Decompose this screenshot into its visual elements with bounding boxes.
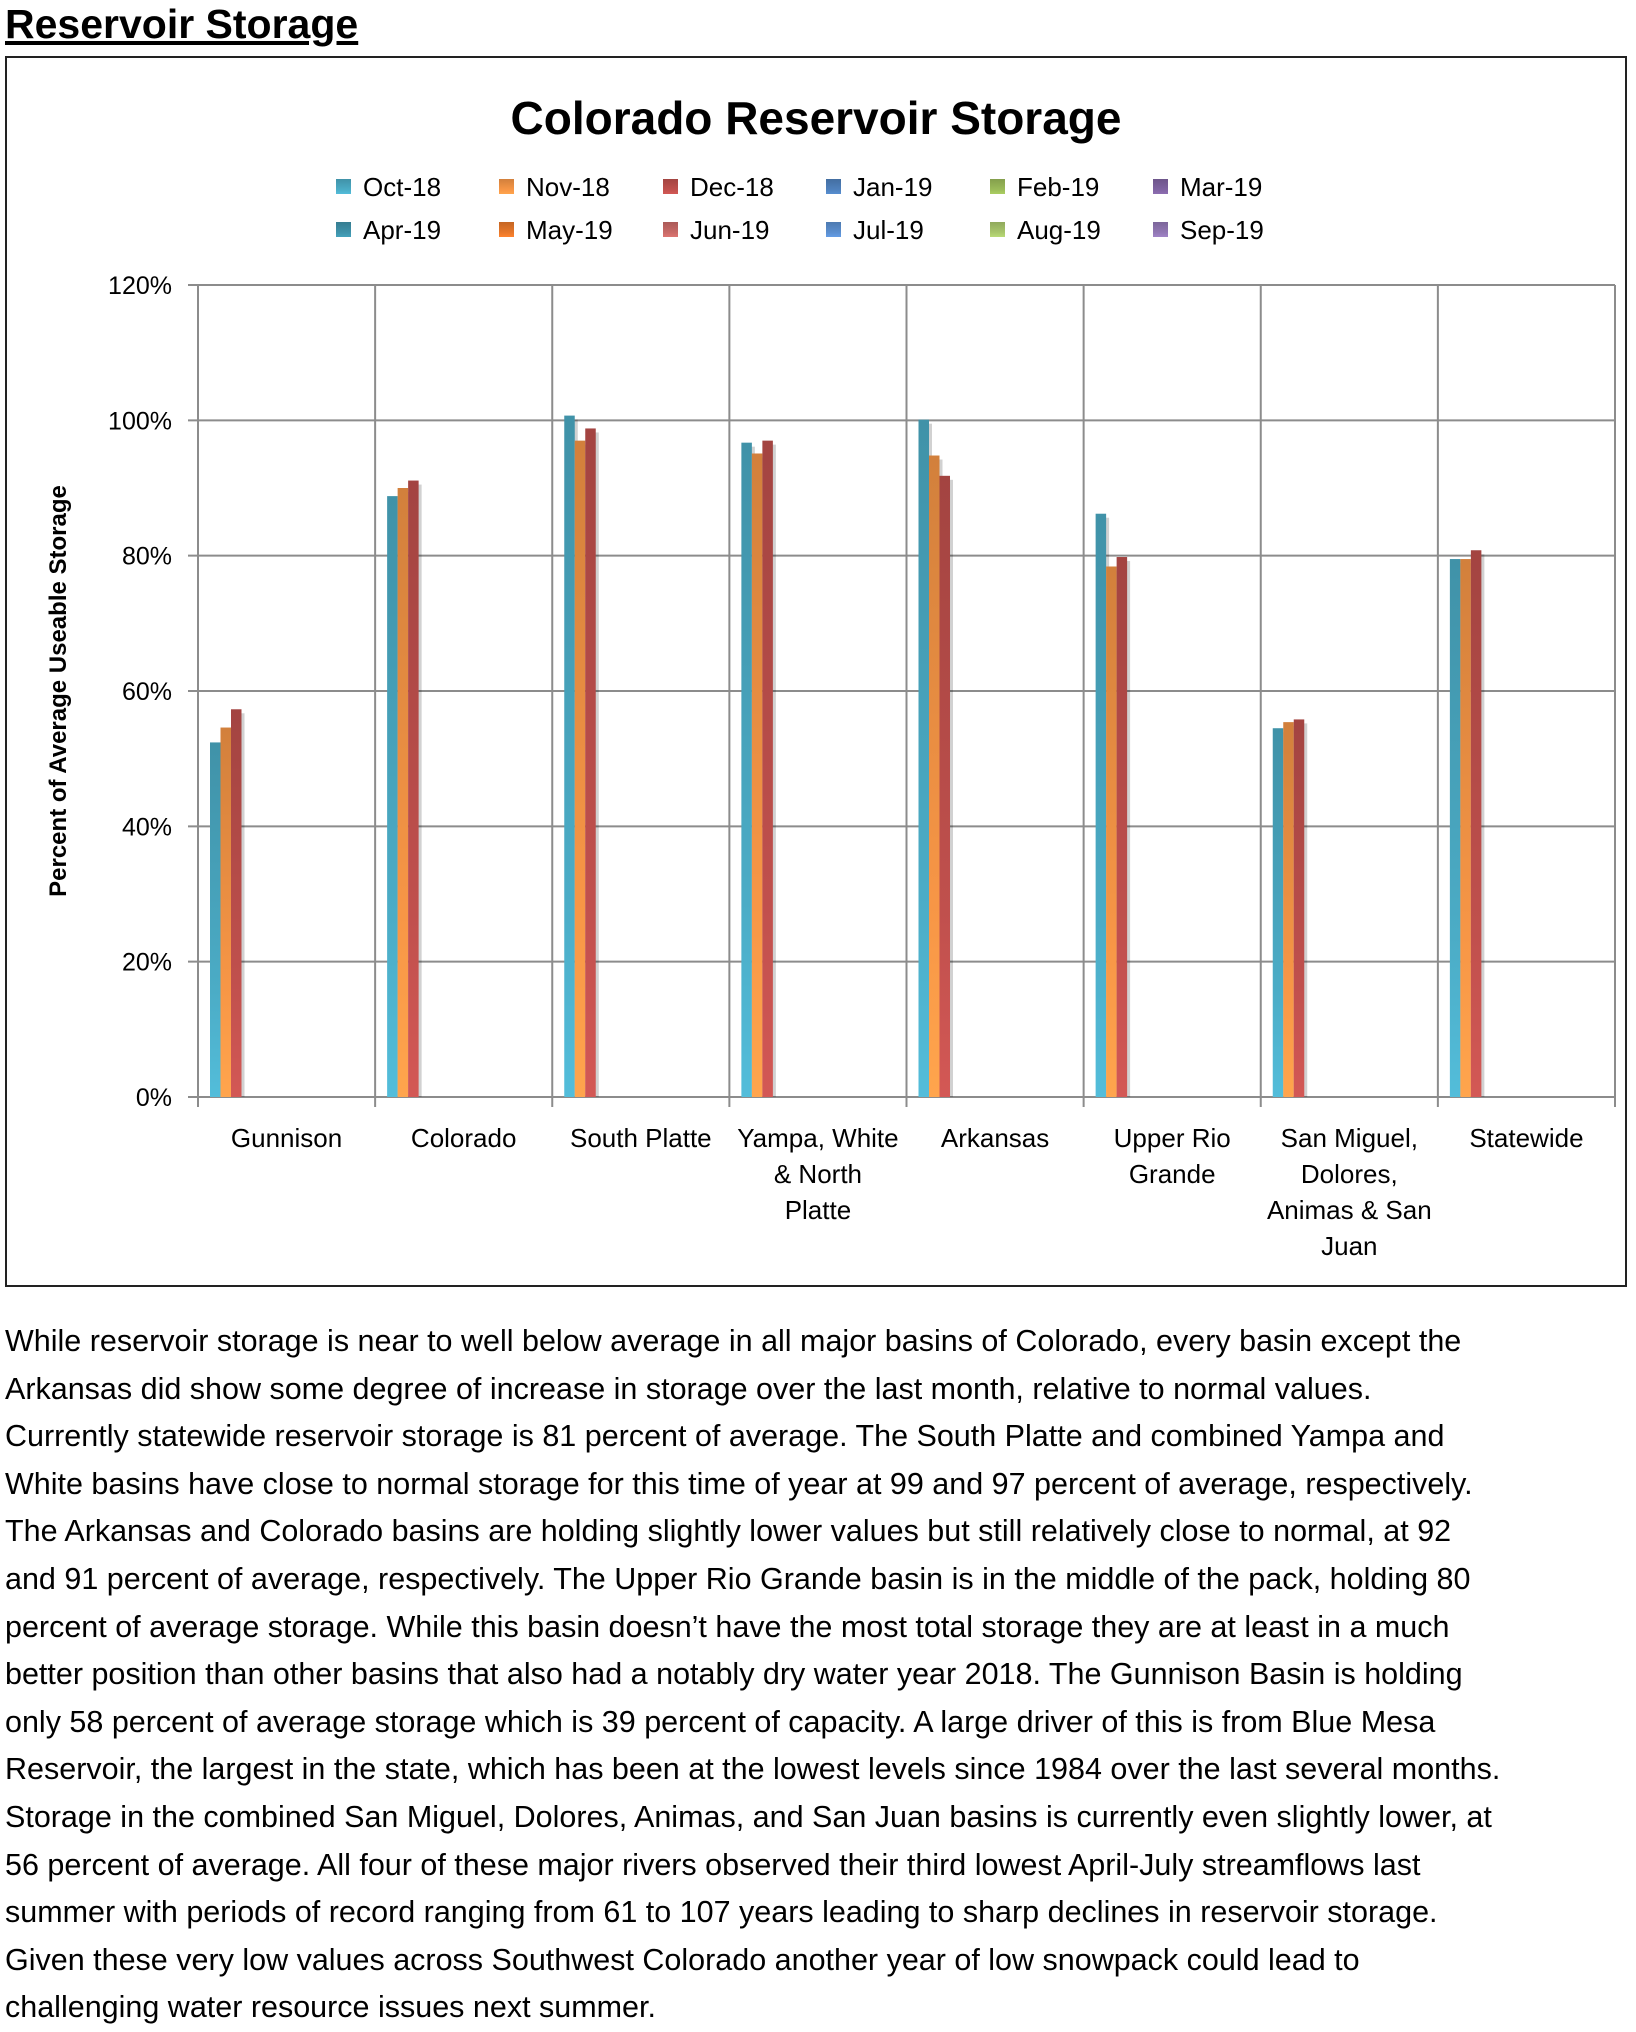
body-line: Currently statewide reservoir storage is…	[5, 1419, 1445, 1454]
body-line: summer with periods of record ranging fr…	[5, 1895, 1438, 1930]
legend-swatch-feb-19	[990, 179, 1005, 194]
y-tick-label: 120%	[108, 272, 172, 300]
legend-label-mar-19: Mar-19	[1180, 172, 1262, 202]
bar-dec-18	[939, 475, 950, 1097]
x-tick-label: Animas & San	[1267, 1195, 1432, 1225]
legend-label-sep-19: Sep-19	[1180, 215, 1264, 245]
legend-swatch-jan-19	[826, 179, 841, 194]
legend-swatch-jun-19	[663, 222, 678, 237]
legend-label-jul-19: Jul-19	[853, 215, 924, 245]
bar-nov-18	[220, 727, 231, 1097]
bar-nov-18	[929, 455, 940, 1097]
legend-swatch-aug-19	[990, 222, 1005, 237]
bar-nov-18	[1283, 722, 1294, 1097]
bar-oct-18	[564, 415, 575, 1097]
x-tick-label: Arkansas	[941, 1123, 1049, 1153]
x-tick-label: Upper Rio	[1114, 1123, 1231, 1153]
x-tick-label: Statewide	[1469, 1123, 1583, 1153]
body-line: better position than other basins that a…	[5, 1657, 1463, 1692]
y-tick-label: 80%	[122, 543, 172, 571]
bar-nov-18	[1106, 566, 1117, 1097]
body-line: Given these very low values across South…	[5, 1942, 1360, 1977]
legend-swatch-may-19	[499, 222, 514, 237]
body-line: The Arkansas and Colorado basins are hol…	[5, 1514, 1452, 1549]
bar-dec-18	[231, 709, 242, 1097]
legend-swatch-sep-19	[1153, 222, 1168, 237]
chart-frame: Colorado Reservoir Storage Oct-18 Nov-18 De…	[5, 56, 1627, 1287]
bar-dec-18	[585, 428, 596, 1097]
body-line: Reservoir, the largest in the state, whi…	[5, 1752, 1501, 1787]
legend-label-feb-19: Feb-19	[1017, 172, 1099, 202]
body-line: While reservoir storage is near to well …	[5, 1324, 1462, 1358]
y-axis-label: Percent of Average Useable Storage	[45, 485, 72, 897]
body-line: Storage in the combined San Miguel, Dolo…	[5, 1799, 1492, 1834]
bar-dec-18	[1470, 550, 1482, 1097]
chart-title: Colorado Reservoir Storage	[511, 92, 1122, 144]
body-line: Arkansas did show some degree of increas…	[5, 1371, 1372, 1406]
bar-oct-18	[1272, 728, 1284, 1097]
x-tick-label: Gunnison	[231, 1123, 342, 1153]
body-line: challenging water resource issues next s…	[5, 1990, 656, 2025]
y-tick-label: 20%	[122, 949, 172, 977]
legend-label-oct-18: Oct-18	[363, 172, 441, 202]
y-tick-label: 100%	[108, 407, 172, 435]
legend-label-jan-19: Jan-19	[853, 172, 933, 202]
bar-nov-18	[751, 453, 763, 1097]
y-tick-label: 40%	[122, 813, 172, 841]
legend-swatch-dec-18	[663, 179, 678, 194]
bar-dec-18	[1293, 719, 1305, 1097]
bar-nov-18	[574, 440, 586, 1098]
bar-oct-18	[387, 496, 398, 1097]
legend-swatch-oct-18	[336, 179, 351, 194]
legend-label-jun-19: Jun-19	[690, 215, 770, 245]
body-line: percent of average storage. While this b…	[5, 1609, 1450, 1644]
y-tick-label: 60%	[122, 678, 172, 706]
bar-oct-18	[918, 419, 929, 1097]
x-tick-label: San Miguel,	[1281, 1123, 1418, 1153]
bar-dec-18	[1116, 557, 1128, 1097]
body-line: 56 percent of average. All four of these…	[5, 1847, 1421, 1882]
bar-chart: Colorado Reservoir Storage Oct-18 Nov-18 De…	[45, 92, 1616, 1261]
bar-dec-18	[408, 480, 419, 1098]
legend-swatch-jul-19	[826, 222, 841, 237]
x-tick-label: Juan	[1321, 1231, 1377, 1261]
body-line: and 91 percent of average, respectively.…	[5, 1561, 1471, 1596]
legend-swatch-mar-19	[1153, 179, 1168, 194]
y-tick-label: 0%	[136, 1084, 172, 1112]
x-tick-label: Yampa, White	[737, 1123, 898, 1153]
x-tick-label: Dolores,	[1301, 1159, 1398, 1189]
legend-swatch-apr-19	[336, 222, 351, 237]
legend-label-may-19: May-19	[526, 215, 613, 245]
legend-label-aug-19: Aug-19	[1017, 215, 1101, 245]
bar-oct-18	[210, 742, 221, 1097]
bar-nov-18	[397, 488, 409, 1097]
bar-oct-18	[1449, 559, 1461, 1097]
legend-label-apr-19: Apr-19	[363, 215, 441, 245]
x-tick-label: Grande	[1129, 1159, 1216, 1189]
x-tick-label: South Platte	[570, 1123, 712, 1153]
bar-dec-18	[762, 440, 773, 1098]
body-line: White basins have close to normal storag…	[5, 1466, 1473, 1501]
x-tick-label: Colorado	[411, 1123, 517, 1153]
legend-label-nov-18: Nov-18	[526, 172, 610, 202]
legend-swatch-nov-18	[499, 179, 514, 194]
bar-oct-18	[1095, 513, 1107, 1097]
x-tick-label: & North	[774, 1159, 862, 1189]
body-paragraph: While reservoir storage is near to well …	[5, 1318, 1635, 2032]
bar-nov-18	[1460, 559, 1471, 1097]
body-line: only 58 percent of average storage which…	[5, 1704, 1436, 1739]
bar-oct-18	[741, 442, 752, 1097]
legend-label-dec-18: Dec-18	[690, 172, 774, 202]
x-tick-label: Platte	[785, 1195, 852, 1225]
section-title: Reservoir Storage	[5, 1, 359, 47]
